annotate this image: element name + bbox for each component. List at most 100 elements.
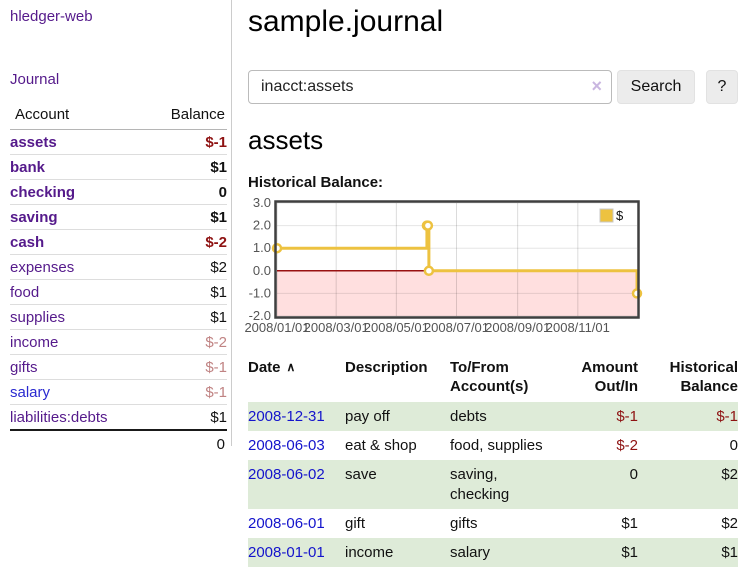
svg-text:2008/03/01: 2008/03/01 — [304, 320, 369, 335]
svg-text:-2.0: -2.0 — [249, 308, 271, 323]
account-link-food[interactable]: food — [10, 284, 40, 301]
svg-text:0.0: 0.0 — [253, 263, 271, 278]
transaction-date-link[interactable]: 2008-01-01 — [248, 544, 325, 561]
account-row: salary $-1 — [10, 379, 227, 405]
transaction-balance: $1 — [721, 544, 738, 561]
help-button[interactable]: ? — [706, 70, 738, 104]
account-link-checking[interactable]: checking — [10, 184, 76, 201]
svg-text:-1.0: -1.0 — [249, 285, 271, 300]
app-title-link[interactable]: hledger-web — [10, 8, 93, 25]
account-link-saving[interactable]: saving — [10, 209, 58, 226]
transaction-amount: $-1 — [616, 408, 638, 425]
svg-text:2008/09/01: 2008/09/01 — [485, 320, 550, 335]
column-header-date[interactable]: Date ∧ — [248, 356, 345, 402]
column-header-historical-balance: Historical Balance — [638, 356, 738, 402]
svg-text:2008/05/01: 2008/05/01 — [364, 320, 429, 335]
transaction-accounts: debts — [450, 408, 487, 425]
account-row: bank $1 — [10, 154, 227, 180]
transaction-description: gift — [345, 515, 366, 532]
transaction-row[interactable]: 2008-06-03 eat & shop food, supplies $-2 0 — [248, 431, 738, 460]
transaction-row[interactable]: 2008-12-31 pay off debts $-1 $-1 — [248, 402, 738, 431]
accounts-table: Account Balance assets $-1 bank $1 checking 0… — [10, 103, 227, 456]
page-title: sample.journal — [248, 5, 444, 38]
accounts-header-balance: Balance — [143, 103, 227, 130]
transaction-accounts: food, supplies — [450, 437, 543, 454]
transaction-date-link[interactable]: 2008-06-02 — [248, 466, 325, 483]
account-link-salary[interactable]: salary — [10, 384, 51, 401]
transaction-amount: 0 — [629, 466, 638, 483]
sidebar-divider — [231, 0, 232, 446]
transaction-accounts: salary — [450, 544, 491, 561]
search-button[interactable]: Search — [617, 70, 695, 104]
transaction-accounts: gifts — [450, 515, 478, 532]
transaction-balance: $2 — [721, 466, 738, 483]
account-balance: $1 — [143, 154, 227, 180]
account-row: checking 0 — [10, 179, 227, 205]
svg-text:2008/07/01: 2008/07/01 — [424, 320, 489, 335]
account-balance: $1 — [143, 279, 227, 305]
column-header-label: Date — [248, 359, 281, 376]
sort-ascending-icon: ∧ — [286, 360, 296, 374]
account-heading: assets — [248, 125, 324, 155]
main-content: sample.journal × Search ? assets Histori… — [244, 0, 742, 567]
account-link-expenses[interactable]: expenses — [10, 259, 75, 276]
account-row: cash $-2 — [10, 229, 227, 255]
account-balance: $1 — [143, 204, 227, 230]
account-balance: $-1 — [143, 354, 227, 380]
transaction-description: eat & shop — [345, 437, 417, 454]
column-header-description: Description — [345, 356, 450, 402]
balance-chart-svg: $3.0 2.0 1.0 0.0 -1.0 -2.02008/01/012008/03/0… — [244, 195, 643, 335]
transaction-row[interactable]: 2008-01-01 income salary $1 $1 — [248, 538, 738, 567]
transaction-balance: $2 — [721, 515, 738, 532]
accounts-total-spacer — [10, 429, 144, 456]
transaction-date-link[interactable]: 2008-06-01 — [248, 515, 325, 532]
account-link-cash[interactable]: cash — [10, 234, 45, 251]
search-bar: × Search ? — [248, 70, 742, 104]
accounts-total-row: 0 — [10, 429, 227, 456]
account-row: supplies $1 — [10, 304, 227, 330]
svg-text:2008/01/01: 2008/01/01 — [244, 320, 309, 335]
account-balance: $-1 — [205, 134, 227, 151]
account-link-assets[interactable]: assets — [10, 134, 57, 151]
account-balance: $-2 — [143, 329, 227, 355]
account-balance: $1 — [143, 304, 227, 330]
account-link-bank[interactable]: bank — [10, 159, 46, 176]
search-input[interactable] — [248, 70, 612, 104]
account-link-gifts[interactable]: gifts — [10, 359, 38, 376]
column-header-label: Amount Out/In — [581, 359, 638, 395]
account-row: expenses $2 — [10, 254, 227, 280]
account-link-supplies[interactable]: supplies — [10, 309, 66, 326]
transaction-date-link[interactable]: 2008-06-03 — [248, 437, 325, 454]
account-balance: $-1 — [143, 379, 227, 405]
transactions-table: Date ∧ Description To/From Account(s) Amount… — [248, 356, 738, 567]
account-row: liabilities:debts $1 — [10, 404, 227, 430]
column-header-amount-out-in: Amount Out/In — [562, 356, 638, 402]
transaction-row[interactable]: 2008-06-01 gift gifts $1 $2 — [248, 509, 738, 538]
sidebar: hledger-web Journal Account Balance asse… — [0, 0, 232, 456]
account-row: gifts $-1 — [10, 354, 227, 380]
account-row: assets $-1 — [10, 130, 227, 155]
svg-text:3.0: 3.0 — [253, 198, 271, 210]
transaction-date-link[interactable]: 2008-12-31 — [248, 408, 325, 425]
sidebar-item-journal[interactable]: Journal — [10, 71, 60, 88]
account-balance: $2 — [143, 254, 227, 280]
account-row: income $-2 — [10, 329, 227, 355]
transaction-accounts: saving, checking — [450, 466, 510, 503]
svg-text:1.0: 1.0 — [253, 240, 271, 255]
historical-balance-chart: $3.0 2.0 1.0 0.0 -1.0 -2.0 2008/01/01 2008/03/0… — [244, 195, 742, 340]
chart-title: Historical Balance: — [248, 174, 384, 191]
account-row: food $1 — [10, 279, 227, 305]
transaction-amount: $1 — [621, 544, 638, 561]
account-link-income[interactable]: income — [10, 334, 59, 351]
transaction-row[interactable]: 2008-06-02 save saving, checking 0 $2 — [248, 460, 738, 509]
account-link-liabilities-debts[interactable]: liabilities:debts — [10, 409, 108, 426]
accounts-total-value: 0 — [143, 429, 227, 456]
clear-search-icon[interactable]: × — [591, 76, 602, 96]
transaction-description: save — [345, 466, 377, 483]
column-header-label: Historical Balance — [669, 359, 738, 395]
svg-text:2008/11/01: 2008/11/01 — [546, 320, 610, 335]
column-header-to-from-account-s: To/From Account(s) — [450, 356, 562, 402]
transaction-description: pay off — [345, 408, 390, 425]
accounts-header-account: Account — [10, 103, 144, 130]
